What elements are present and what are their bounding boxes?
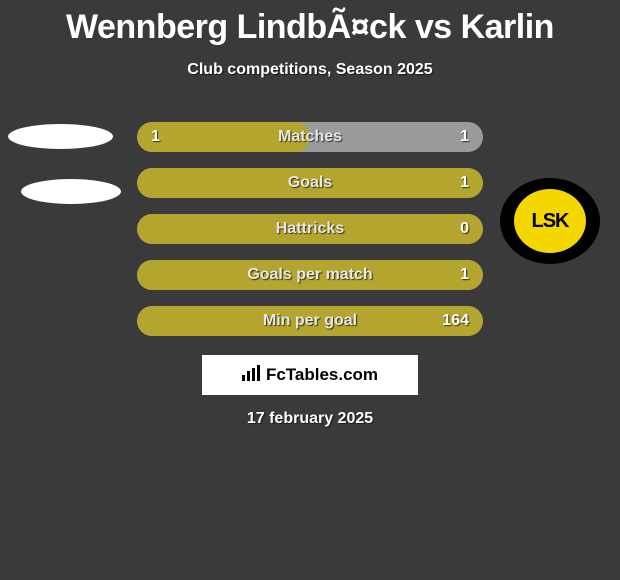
stat-value-right: 1 [460,260,469,290]
stat-row: Hattricks0 [137,214,483,244]
stat-label: Min per goal [137,306,483,336]
page-subtitle: Club competitions, Season 2025 [0,61,620,79]
page-title: Wennberg LindbÃ¤ck vs Karlin [0,0,620,47]
watermark: FcTables.com [202,355,418,395]
infographic-container: Wennberg LindbÃ¤ck vs Karlin Club compet… [0,0,620,580]
right-club-badge: LSK [500,178,600,264]
stat-row: Matches1 1 [137,122,483,152]
stat-label: Goals per match [137,260,483,290]
stat-label: Matches [137,122,483,152]
stat-value-right: 0 [460,214,469,244]
watermark-text: FcTables.com [266,365,378,385]
footer-date: 17 february 2025 [0,410,620,428]
stat-value-right: 164 [442,306,469,336]
stat-value-right: 1 [460,122,469,152]
stat-value-right: 1 [460,168,469,198]
stat-row: Goals1 [137,168,483,198]
stat-value-left: 1 [151,122,160,152]
stat-label: Hattricks [137,214,483,244]
stats-list: Matches11Goals1Hattricks0Goals per match… [137,122,483,352]
left-player-marker-top [8,124,113,149]
stat-row: Goals per match1 [137,260,483,290]
stat-label: Goals [137,168,483,198]
left-player-marker-bottom [21,179,121,204]
stat-row: Min per goal164 [137,306,483,336]
bar-chart-icon [242,365,260,386]
club-badge-text: LSK [512,187,588,255]
